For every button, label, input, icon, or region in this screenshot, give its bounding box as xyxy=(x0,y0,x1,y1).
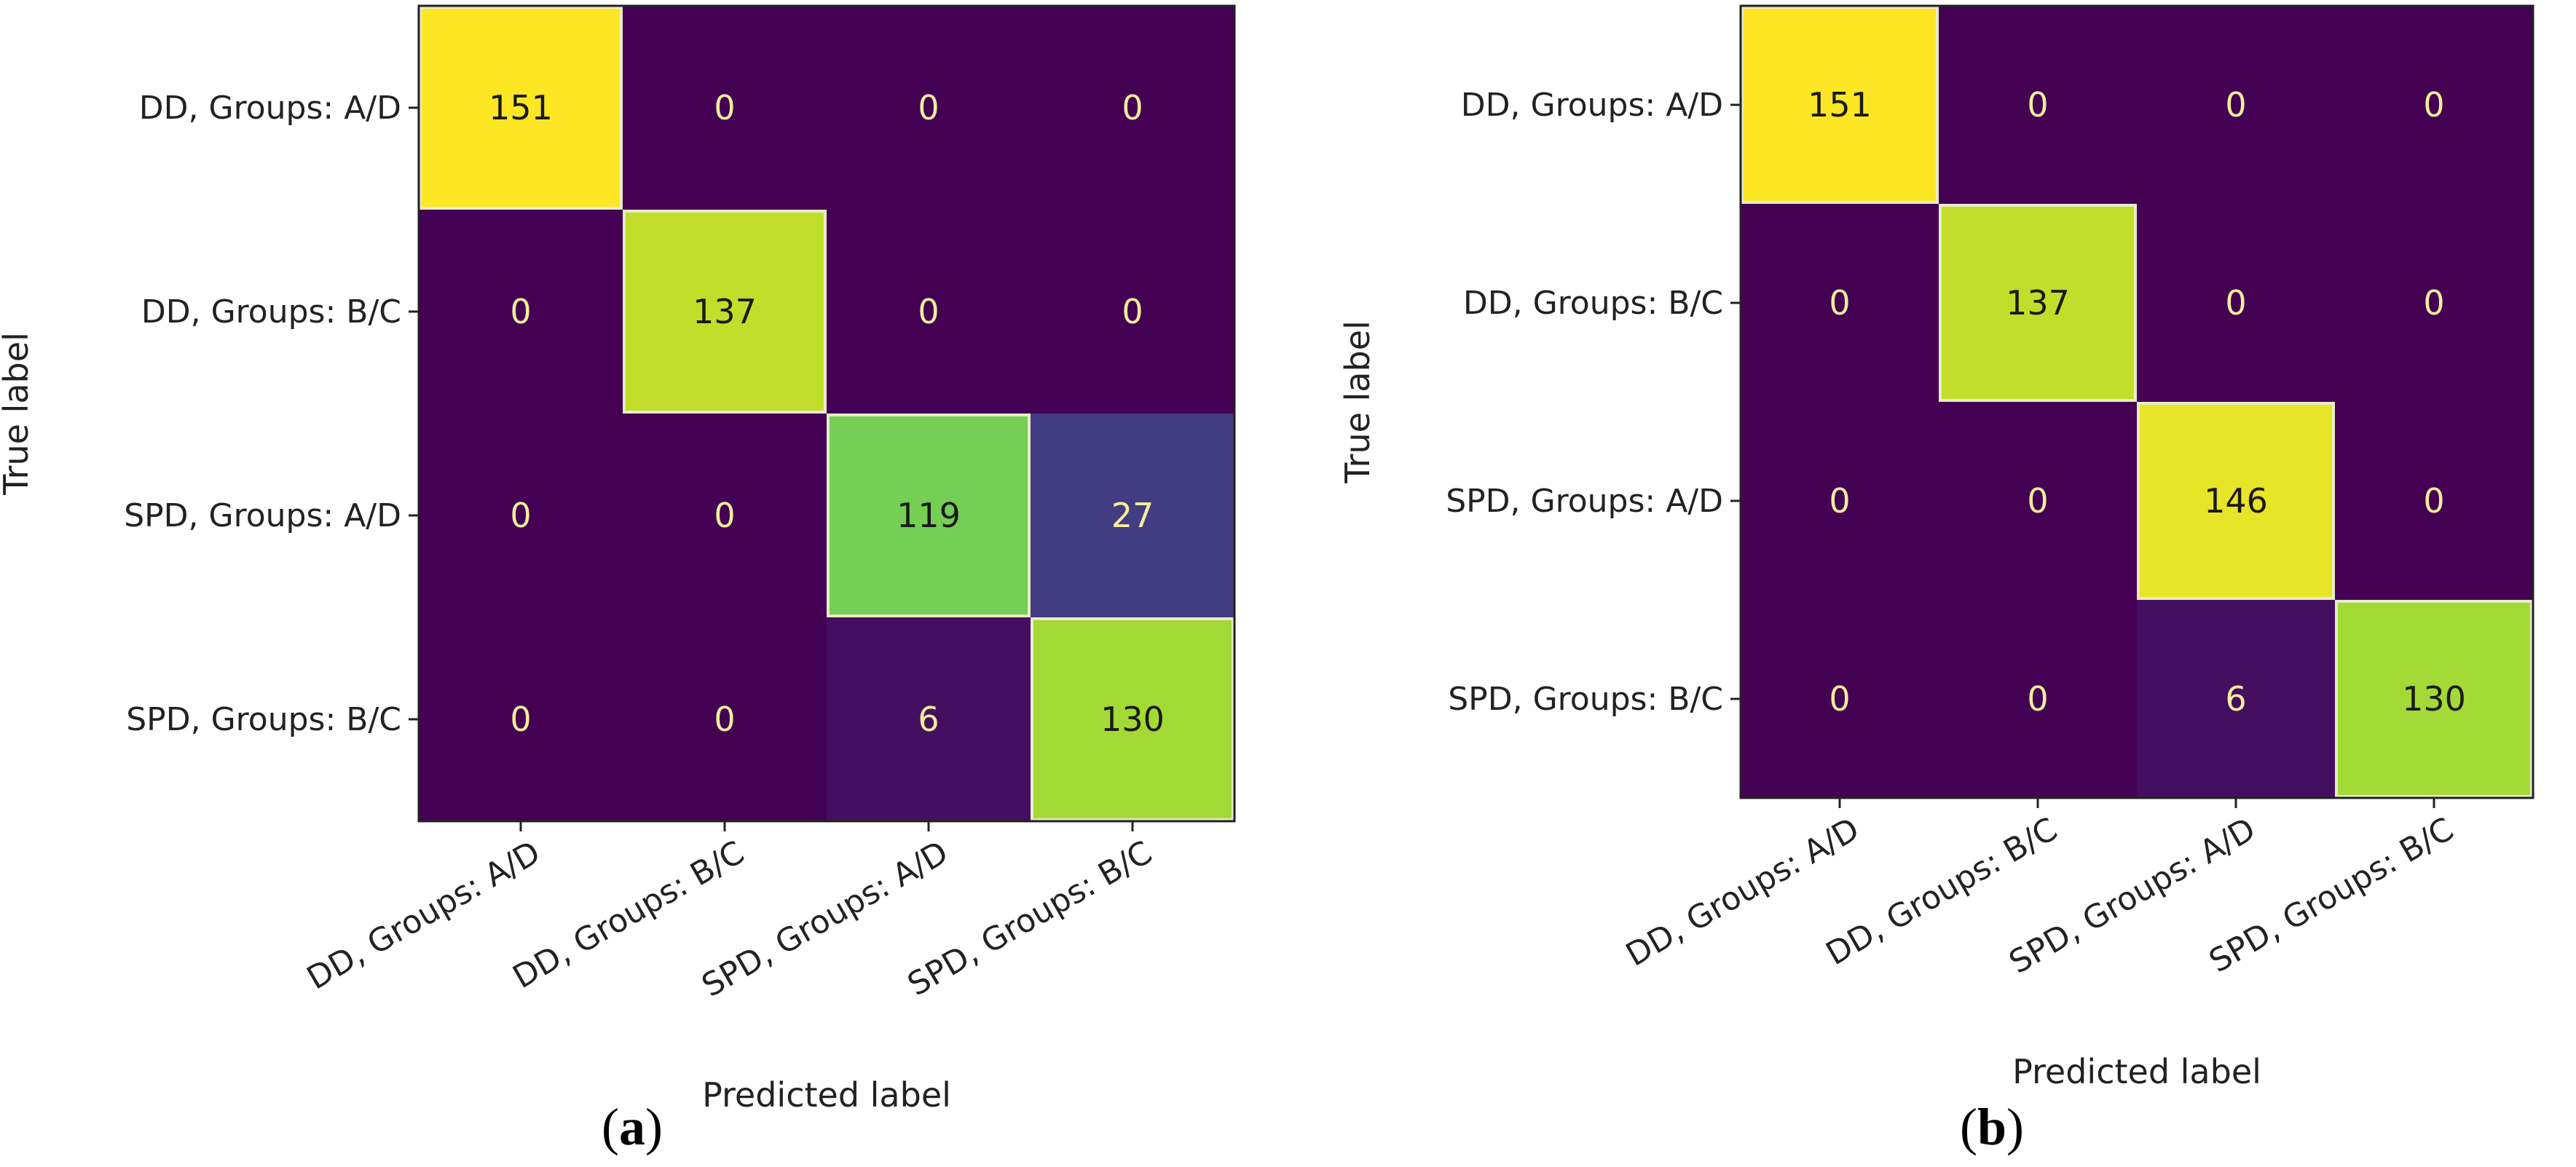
heatmap-cell-a-r1-c0 xyxy=(419,210,623,414)
cell-value-label: 0 xyxy=(2423,481,2444,521)
heatmap-cell-b-r3-c0 xyxy=(1741,600,1939,798)
cell-value-label: 0 xyxy=(2027,85,2048,124)
heatmap-cell-a-r3-c2 xyxy=(827,617,1031,821)
cell-highlight-border xyxy=(2335,600,2533,798)
cell-highlight-border xyxy=(1939,204,2137,402)
heatmap-cell-a-r2-c2 xyxy=(827,414,1031,617)
cell-value-label: 130 xyxy=(1100,700,1165,739)
heatmap-cell-a-r1-c1 xyxy=(623,210,827,414)
cell-value-label: 0 xyxy=(510,496,531,535)
cell-value-label: 0 xyxy=(510,700,531,739)
cell-value-label: 0 xyxy=(918,292,939,331)
cell-value-label: 119 xyxy=(897,496,961,535)
cell-highlight-border xyxy=(623,210,827,414)
cell-value-label: 6 xyxy=(2225,679,2246,719)
cell-value-label: 0 xyxy=(2027,679,2048,719)
cell-highlight-border xyxy=(419,6,623,210)
heatmap-cell-b-r2-c3 xyxy=(2335,402,2533,600)
heatmap-cell-b-r3-c3 xyxy=(2335,600,2533,798)
heatmap-cell-b-r1-c3 xyxy=(2335,204,2533,402)
y-axis-label-b: True label xyxy=(1338,320,1377,484)
y-tick-label: DD, Groups: A/D xyxy=(1461,87,1723,124)
heatmap-cell-b-r2-c1 xyxy=(1939,402,2137,600)
heatmap-cell-b-r0-c2 xyxy=(2137,6,2335,204)
y-tick-label: SPD, Groups: A/D xyxy=(124,497,401,534)
heatmap-cell-b-r3-c1 xyxy=(1939,600,2137,798)
cell-value-label: 0 xyxy=(1122,292,1143,331)
heatmap-cell-b-r0-c3 xyxy=(2335,6,2533,204)
heatmap-cell-b-r2-c0 xyxy=(1741,402,1939,600)
y-tick-label: DD, Groups: B/C xyxy=(1463,285,1723,322)
cell-highlight-border xyxy=(1031,617,1234,821)
heatmap-cell-b-r0-c1 xyxy=(1939,6,2137,204)
heatmap-cell-a-r0-c3 xyxy=(1031,6,1234,210)
heatmap-cell-a-r0-c2 xyxy=(827,6,1031,210)
heatmap-cell-a-r0-c1 xyxy=(623,6,827,210)
heatmap-cell-a-r2-c3 xyxy=(1031,414,1234,617)
cell-value-label: 146 xyxy=(2204,481,2268,521)
cell-value-label: 137 xyxy=(2006,283,2070,323)
heatmap-cell-a-r2-c1 xyxy=(623,414,827,617)
caption-b: (b) xyxy=(1960,1098,2024,1156)
caption-a: (a) xyxy=(602,1098,663,1156)
cell-value-label: 0 xyxy=(2225,85,2246,124)
cell-value-label: 151 xyxy=(1808,85,1872,124)
cell-highlight-border xyxy=(1741,6,1939,204)
heatmap-cell-b-r1-c0 xyxy=(1741,204,1939,402)
y-tick-label: DD, Groups: B/C xyxy=(141,293,401,331)
x-axis-label-a: Predicted label xyxy=(702,1075,951,1115)
heatmap-cell-a-r1-c2 xyxy=(827,210,1031,414)
y-tick-label: SPD, Groups: B/C xyxy=(126,701,401,738)
heatmap-cell-a-r1-c3 xyxy=(1031,210,1234,414)
cell-highlight-border xyxy=(2137,402,2335,600)
cell-value-label: 0 xyxy=(714,496,735,535)
cell-value-label: 0 xyxy=(2423,283,2444,323)
heatmap-cell-a-r3-c0 xyxy=(419,617,623,821)
cell-value-label: 6 xyxy=(918,700,939,739)
cell-value-label: 0 xyxy=(714,700,735,739)
y-tick-label: SPD, Groups: B/C xyxy=(1448,681,1723,718)
y-tick-label: SPD, Groups: A/D xyxy=(1446,483,1723,520)
cell-value-label: 151 xyxy=(489,88,553,127)
cell-value-label: 0 xyxy=(1829,481,1850,521)
heatmap-cell-a-r2-c0 xyxy=(419,414,623,617)
heatmap-cell-b-r1-c2 xyxy=(2137,204,2335,402)
cell-value-label: 0 xyxy=(714,88,735,127)
cell-highlight-border xyxy=(827,414,1031,617)
heatmap-cell-a-r3-c3 xyxy=(1031,617,1234,821)
y-tick-label: DD, Groups: A/D xyxy=(139,90,401,127)
cell-value-label: 0 xyxy=(510,292,531,331)
cell-value-label: 137 xyxy=(693,292,757,331)
heatmap-cell-b-r1-c1 xyxy=(1939,204,2137,402)
cell-value-label: 130 xyxy=(2402,679,2466,719)
cell-value-label: 27 xyxy=(1111,496,1154,535)
confusion-matrix-b: 151 0 0 0 0 137 0 0 0 0 146 0 0 0 6 130 DD, Groups: A/D… xyxy=(1338,4,2534,1156)
cell-value-label: 0 xyxy=(1122,88,1143,127)
heatmap-cell-b-r2-c2 xyxy=(2137,402,2335,600)
heatmap-cell-b-r3-c2 xyxy=(2137,600,2335,798)
heatmap-cell-a-r3-c1 xyxy=(623,617,827,821)
cell-value-label: 0 xyxy=(2027,481,2048,521)
heatmap-cell-b-r0-c0 xyxy=(1741,6,1939,204)
y-axis-label-a: True label xyxy=(0,332,36,496)
cell-value-label: 0 xyxy=(1829,283,1850,323)
cell-value-label: 0 xyxy=(918,88,939,127)
heatmap-cell-a-r0-c0 xyxy=(419,6,623,210)
cell-value-label: 0 xyxy=(1829,679,1850,719)
cell-value-label: 0 xyxy=(2225,283,2246,323)
x-axis-label-b: Predicted label xyxy=(2012,1052,2261,1091)
cell-value-label: 0 xyxy=(2423,85,2444,124)
